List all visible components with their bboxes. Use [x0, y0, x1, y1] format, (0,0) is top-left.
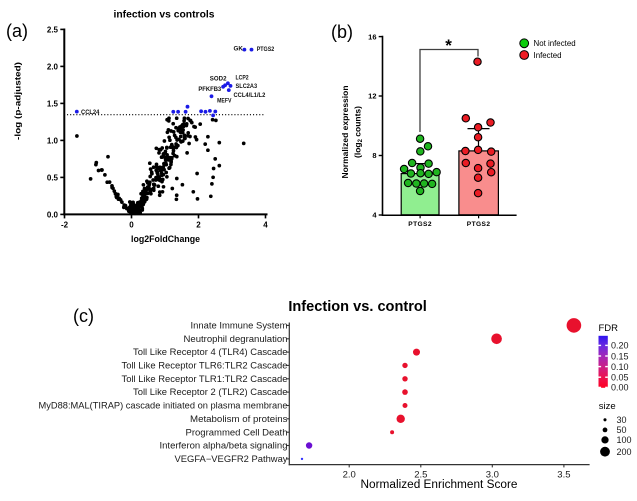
svg-text:4: 4 — [263, 221, 268, 230]
svg-text:PTGS2: PTGS2 — [408, 221, 432, 228]
svg-text:Metabolism of proteins: Metabolism of proteins — [190, 414, 288, 424]
svg-text:Programmed Cell Death: Programmed Cell Death — [186, 427, 288, 437]
svg-text:2.5: 2.5 — [414, 470, 427, 481]
svg-text:100: 100 — [617, 435, 632, 445]
svg-text:*: * — [445, 36, 452, 55]
svg-text:Neutrophil degranulation: Neutrophil degranulation — [184, 334, 288, 344]
svg-text:2: 2 — [196, 221, 201, 230]
svg-text:3.5: 3.5 — [557, 470, 570, 481]
svg-text:200: 200 — [617, 447, 632, 457]
svg-text:0.20: 0.20 — [611, 341, 629, 351]
svg-text:-log (p-adjusted): -log (p-adjusted) — [13, 62, 23, 140]
svg-text:Toll Like Receptor 4 (TLR4) Ca: Toll Like Receptor 4 (TLR4) Cascade — [133, 347, 288, 357]
svg-text:Toll Like Receptor TLR1:TLR2 C: Toll Like Receptor TLR1:TLR2 Cascade — [122, 374, 288, 384]
svg-text:infection vs controls: infection vs controls — [114, 9, 215, 21]
svg-text:VEGFA−VEGFR2 Pathway: VEGFA−VEGFR2 Pathway — [175, 454, 289, 464]
svg-text:0.0: 0.0 — [47, 210, 59, 219]
svg-text:0.00: 0.00 — [611, 383, 629, 393]
svg-text:0.10: 0.10 — [611, 362, 629, 372]
svg-text:LCP2: LCP2 — [236, 75, 249, 82]
svg-text:(c): (c) — [73, 306, 94, 326]
svg-text:SLC2A3: SLC2A3 — [236, 83, 258, 90]
svg-text:PTGS2: PTGS2 — [467, 221, 491, 228]
svg-text:CCL24: CCL24 — [81, 109, 100, 116]
svg-text:Infected: Infected — [534, 51, 562, 60]
svg-text:Toll Like Receptor 2 (TLR2) Ca: Toll Like Receptor 2 (TLR2) Cascade — [133, 387, 288, 397]
svg-text:SOD2: SOD2 — [210, 76, 227, 83]
svg-text:MEFV: MEFV — [217, 98, 232, 105]
svg-text:0: 0 — [129, 221, 134, 230]
svg-text:GK: GK — [234, 45, 243, 52]
svg-text:1.0: 1.0 — [47, 136, 59, 145]
svg-text:2.5: 2.5 — [47, 25, 59, 34]
svg-text:Innate Immune System: Innate Immune System — [191, 321, 288, 331]
svg-text:0.15: 0.15 — [611, 351, 629, 361]
svg-text:log2FoldChange: log2FoldChange — [131, 234, 200, 244]
svg-text:Normalized expression: Normalized expression — [340, 85, 350, 178]
svg-text:Interferon alpha/beta signalin: Interferon alpha/beta signaling — [160, 441, 288, 451]
svg-text:CCL4/L1/L2: CCL4/L1/L2 — [234, 92, 266, 99]
svg-text:30: 30 — [617, 415, 627, 425]
svg-text:(b): (b) — [331, 22, 353, 42]
svg-text:PFKFB3: PFKFB3 — [198, 86, 221, 93]
svg-text:Not infected: Not infected — [534, 39, 576, 48]
svg-text:(a): (a) — [6, 21, 28, 41]
svg-text:4: 4 — [372, 211, 377, 220]
svg-text:16: 16 — [368, 32, 376, 41]
svg-text:size: size — [599, 401, 616, 412]
svg-text:8: 8 — [372, 151, 376, 160]
svg-text:2.0: 2.0 — [47, 62, 59, 71]
svg-text:-2: -2 — [61, 221, 69, 230]
svg-text:FDR: FDR — [599, 323, 619, 334]
svg-text:2.0: 2.0 — [343, 470, 356, 481]
svg-text:Toll Like Receptor TLR6:TLR2 C: Toll Like Receptor TLR6:TLR2 Cascade — [122, 361, 288, 371]
svg-text:3.0: 3.0 — [486, 470, 499, 481]
svg-text:(log2 counts): (log2 counts) — [353, 106, 365, 158]
svg-text:12: 12 — [368, 92, 376, 101]
svg-text:0.5: 0.5 — [47, 173, 59, 182]
svg-text:Infection vs. control: Infection vs. control — [288, 298, 427, 315]
svg-text:1.5: 1.5 — [47, 99, 59, 108]
svg-text:PTGS2: PTGS2 — [257, 46, 275, 53]
svg-text:Normalized Enrichment Score: Normalized Enrichment Score — [361, 479, 518, 491]
svg-text:50: 50 — [617, 425, 627, 435]
svg-text:0.05: 0.05 — [611, 373, 629, 383]
svg-text:MyD88:MAL(TIRAP) cascade initi: MyD88:MAL(TIRAP) cascade initiated on pl… — [39, 401, 288, 411]
